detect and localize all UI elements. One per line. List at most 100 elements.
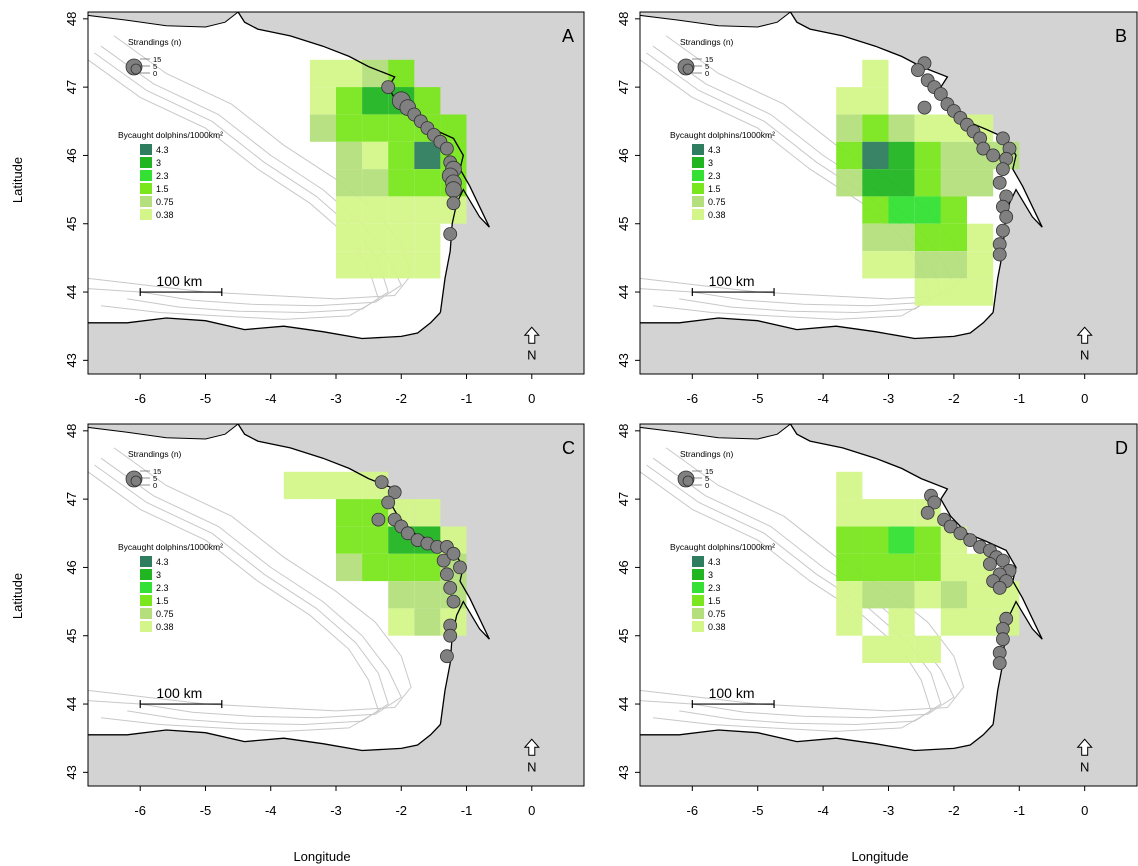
bathymetry-contour [639,457,955,719]
stranding-point [996,162,1010,177]
strandings-legend-symbol [130,475,142,487]
scale-bar-label: 100 km [156,273,202,289]
bycatch-cell [836,526,863,554]
panel-label: C [562,438,575,458]
bycatch-legend-label: 3 [708,570,713,580]
bycatch-legend-swatch [140,183,152,194]
panel-label: A [562,26,574,46]
bycatch-legend-title: Bycaught dolphins/1000km² [670,130,775,140]
stranding-point [927,495,942,510]
bycatch-legend-title: Bycaught dolphins/1000km² [118,542,223,552]
bycatch-cell [862,581,889,609]
stranding-point [996,553,1010,568]
x-tick-label: -6 [134,391,146,406]
x-tick-label: -2 [395,391,407,406]
bathymetry-contour [646,464,942,726]
bycatch-cell [888,553,915,582]
stranding-point [920,505,935,520]
bycatch-cell [888,499,915,527]
bycatch-cell [862,114,889,142]
bycatch-legend-label: 4.3 [708,557,721,567]
bycatch-cell [862,169,889,197]
bycatch-legend-swatch [692,170,704,181]
bycatch-cell [967,251,994,279]
bycatch-legend-label: 0.75 [156,609,174,619]
bycatch-cell [362,141,389,170]
bycatch-cell [940,278,967,306]
x-tick-label: -5 [752,391,764,406]
bathymetry-contour [87,471,379,732]
stranding-point [953,526,968,541]
y-tick-label: 46 [616,560,631,574]
bycatch-legend-swatch [692,183,704,194]
y-tick-label: 43 [64,353,79,367]
panel-label: D [1115,438,1128,458]
bycatch-legend-label: 4.3 [708,145,721,155]
y-tick-label: 46 [616,148,631,162]
y-tick-label: 45 [616,217,631,231]
bycatch-cell [888,581,915,609]
bycatch-cell [836,141,863,170]
stranding-point [996,131,1010,146]
stranding-point [439,649,454,664]
bycatch-legend-label: 2.3 [156,583,169,593]
coastline-south [640,724,994,752]
bycatch-cell [940,141,967,170]
north-label: N [1080,759,1089,774]
bycatch-cell [888,251,915,279]
bycatch-cell [362,223,389,251]
stranding-point [943,519,958,534]
bycatch-cell [967,223,994,251]
bycatch-cell [414,251,441,279]
bycatch-cell [414,499,441,527]
bycatch-cell [414,553,441,582]
bycatch-cell [336,141,363,170]
x-tick-label: -2 [395,803,407,818]
bycatch-legend-swatch [692,209,704,220]
bycatch-cell [836,471,863,500]
bycatch-legend-label: 2.3 [708,583,721,593]
bycatch-cell [309,59,336,88]
x-tick-label: -6 [687,803,699,818]
scale-bar-label: 100 km [156,685,202,701]
bycatch-cell [862,499,889,527]
y-tick-label: 47 [616,80,631,94]
stranding-point [439,141,454,156]
y-tick-label: 47 [64,80,79,94]
bycatch-cell [309,114,336,142]
x-axis-title: Longitude [851,849,908,864]
x-tick-label: -3 [883,391,895,406]
y-tick-label: 43 [616,765,631,779]
stranding-point [381,495,396,510]
x-tick-label: -5 [752,803,764,818]
strandings-legend-value: 5 [153,62,157,71]
stranding-point [996,632,1010,647]
y-tick-label: 47 [64,492,79,506]
bycatch-cell [888,526,915,554]
strandings-legend-value: 0 [705,69,709,78]
bycatch-legend-title: Bycaught dolphins/1000km² [118,130,223,140]
bycatch-cell [862,223,889,251]
strandings-legend-value: 0 [705,481,709,490]
bycatch-cell [836,87,863,115]
bycatch-cell [862,87,889,115]
bycatch-legend-swatch [140,144,152,155]
bycatch-cell [862,141,889,170]
strandings-legend-value: 5 [705,62,709,71]
bycatch-cell [967,169,994,197]
bycatch-cell [862,526,889,554]
bycatch-cell [862,553,889,582]
bycatch-cell [336,553,363,582]
x-tick-label: -5 [200,391,212,406]
bycatch-cell [362,526,389,554]
bycatch-cell [336,59,363,88]
bycatch-legend-label: 1.5 [156,596,169,606]
stranding-point [371,512,386,527]
y-tick-label: 45 [64,217,79,231]
coastline-south [88,312,441,340]
stranding-point [445,181,462,198]
north-arrow-icon [1076,326,1093,344]
bycatch-cell [283,471,310,500]
bycatch-legend-swatch [140,608,152,619]
stranding-point [446,594,461,609]
